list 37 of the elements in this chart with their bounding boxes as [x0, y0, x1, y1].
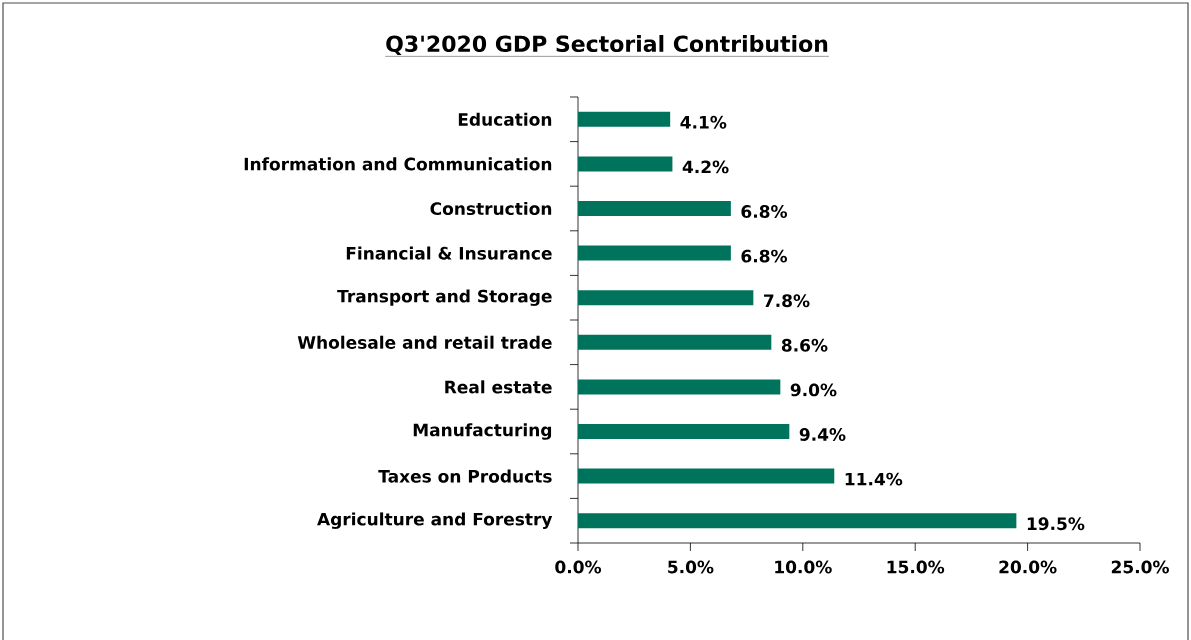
bar — [578, 424, 790, 439]
x-tick-label: 25.0% — [1111, 560, 1169, 574]
y-tick-label: Taxes on Products — [378, 469, 552, 483]
data-label: 9.0% — [790, 383, 837, 397]
y-tick-label: Education — [458, 112, 552, 126]
chart-title: Q3'2020 GDP Sectorial Contribution — [386, 35, 828, 55]
y-tick-label: Transport and Storage — [337, 289, 552, 306]
bar — [578, 111, 671, 127]
x-tick-label: 20.0% — [999, 560, 1057, 574]
bar — [578, 468, 835, 484]
bar — [578, 245, 731, 261]
data-label: 4.2% — [682, 160, 729, 174]
bar — [578, 156, 673, 172]
bar — [578, 201, 731, 216]
x-tick-label: 10.0% — [775, 560, 832, 574]
data-label: 4.1% — [680, 115, 727, 129]
data-label: 8.6% — [781, 338, 828, 352]
bar — [578, 379, 781, 395]
data-label: 11.4% — [845, 472, 903, 486]
y-tick-label: Information and Communication — [244, 157, 552, 171]
y-tick-label: Real estate — [445, 380, 552, 394]
y-tick-label: Construction — [430, 201, 552, 216]
x-tick-label: 0.0% — [555, 560, 602, 574]
y-tick-label: Agriculture and Forestry — [317, 512, 553, 529]
y-tick-label: Wholesale and retail trade — [297, 335, 552, 349]
bar — [578, 513, 1017, 529]
y-tick-label: Financial & Insurance — [346, 246, 552, 260]
data-label: 7.8% — [764, 294, 810, 308]
x-tick-label: 5.0% — [668, 560, 714, 574]
x-tick-label: 15.0% — [887, 560, 945, 574]
data-label: 6.8% — [741, 249, 788, 263]
bar — [578, 334, 772, 350]
data-label: 19.5% — [1027, 517, 1085, 531]
data-label: 9.4% — [799, 428, 846, 441]
bar — [578, 290, 754, 306]
data-label: 6.8% — [741, 205, 788, 218]
y-tick-label: Manufacturing — [413, 423, 552, 440]
